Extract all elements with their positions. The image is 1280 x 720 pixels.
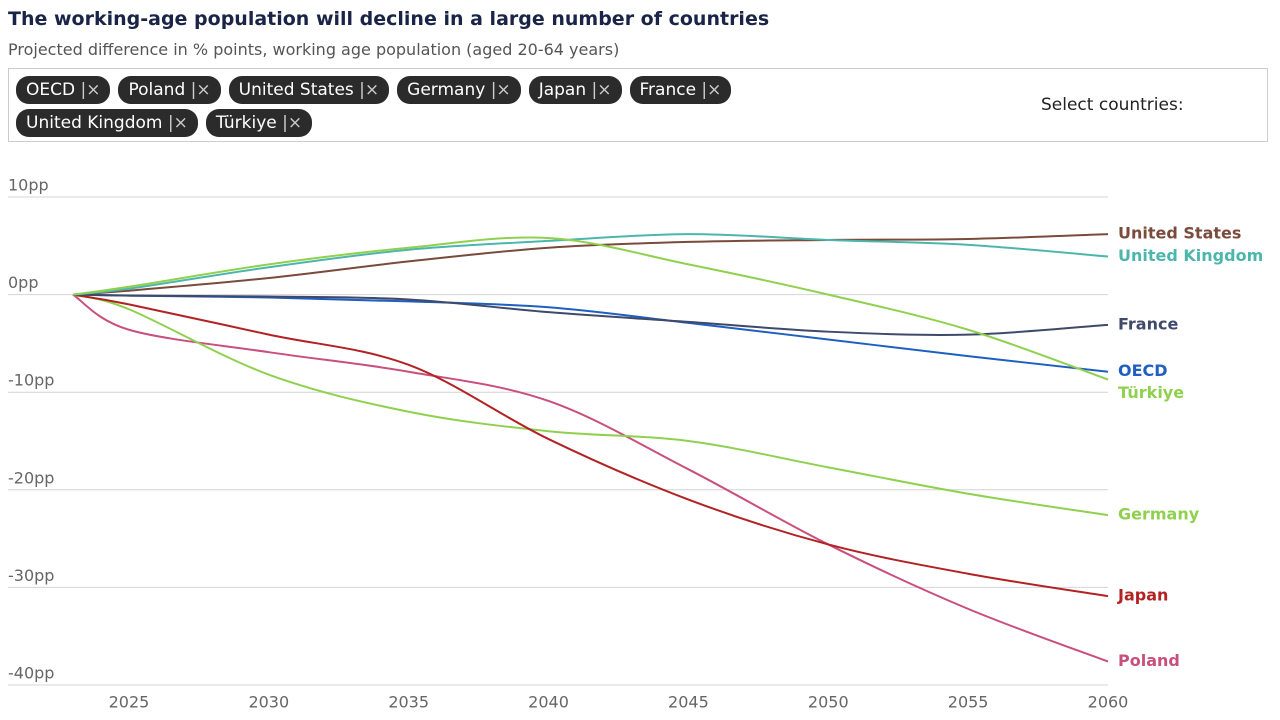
y-tick-label: 10pp [8, 176, 49, 195]
filter-label[interactable]: Select countries: [1041, 95, 1184, 115]
series-label: OECD [1118, 361, 1168, 380]
series-line [72, 293, 1109, 517]
series-line [72, 293, 1109, 598]
x-tick-label: 2045 [668, 693, 709, 712]
y-tick-label: -10pp [8, 371, 54, 390]
y-tick-label: 0pp [8, 273, 39, 292]
x-tick-label: 2035 [388, 693, 429, 712]
country-chip[interactable]: Japan [528, 76, 622, 104]
x-tick-label: 2055 [948, 693, 989, 712]
country-filter: OECDPolandUnited StatesGermanyJapanFranc… [8, 68, 1268, 142]
y-tick-label: -20pp [8, 468, 54, 487]
y-tick-label: -40pp [8, 664, 54, 683]
country-chip[interactable]: Poland [118, 76, 221, 104]
y-tick-label: -30pp [8, 566, 54, 585]
x-tick-label: 2060 [1088, 693, 1129, 712]
x-tick-label: 2030 [248, 693, 289, 712]
x-tick-label: 2025 [109, 693, 150, 712]
country-chip[interactable]: United Kingdom [16, 109, 198, 137]
series-label: Germany [1118, 505, 1200, 524]
country-chip[interactable]: France [629, 76, 732, 104]
country-chip[interactable]: Germany [397, 76, 521, 104]
series-label: Türkiye [1118, 383, 1184, 402]
x-tick-label: 2040 [528, 693, 569, 712]
series-label: United States [1118, 224, 1241, 243]
series-line [72, 293, 1109, 663]
series-line [72, 293, 1109, 336]
series-label: Poland [1118, 651, 1180, 670]
series-line [72, 236, 1109, 381]
country-chip[interactable]: OECD [16, 76, 111, 104]
series-line [72, 233, 1109, 296]
country-chip[interactable]: Türkiye [205, 109, 313, 137]
series-line [72, 293, 1109, 373]
series-line [72, 233, 1109, 296]
country-chip[interactable]: United States [228, 76, 390, 104]
x-tick-label: 2050 [808, 693, 849, 712]
chart-subtitle: Projected difference in % points, workin… [8, 40, 620, 59]
series-label: Japan [1117, 586, 1168, 605]
chip-list: OECDPolandUnited StatesGermanyJapanFranc… [16, 76, 841, 137]
series-label: United Kingdom [1118, 246, 1263, 265]
chart-title: The working-age population will decline … [8, 8, 770, 30]
series-label: France [1118, 314, 1178, 333]
